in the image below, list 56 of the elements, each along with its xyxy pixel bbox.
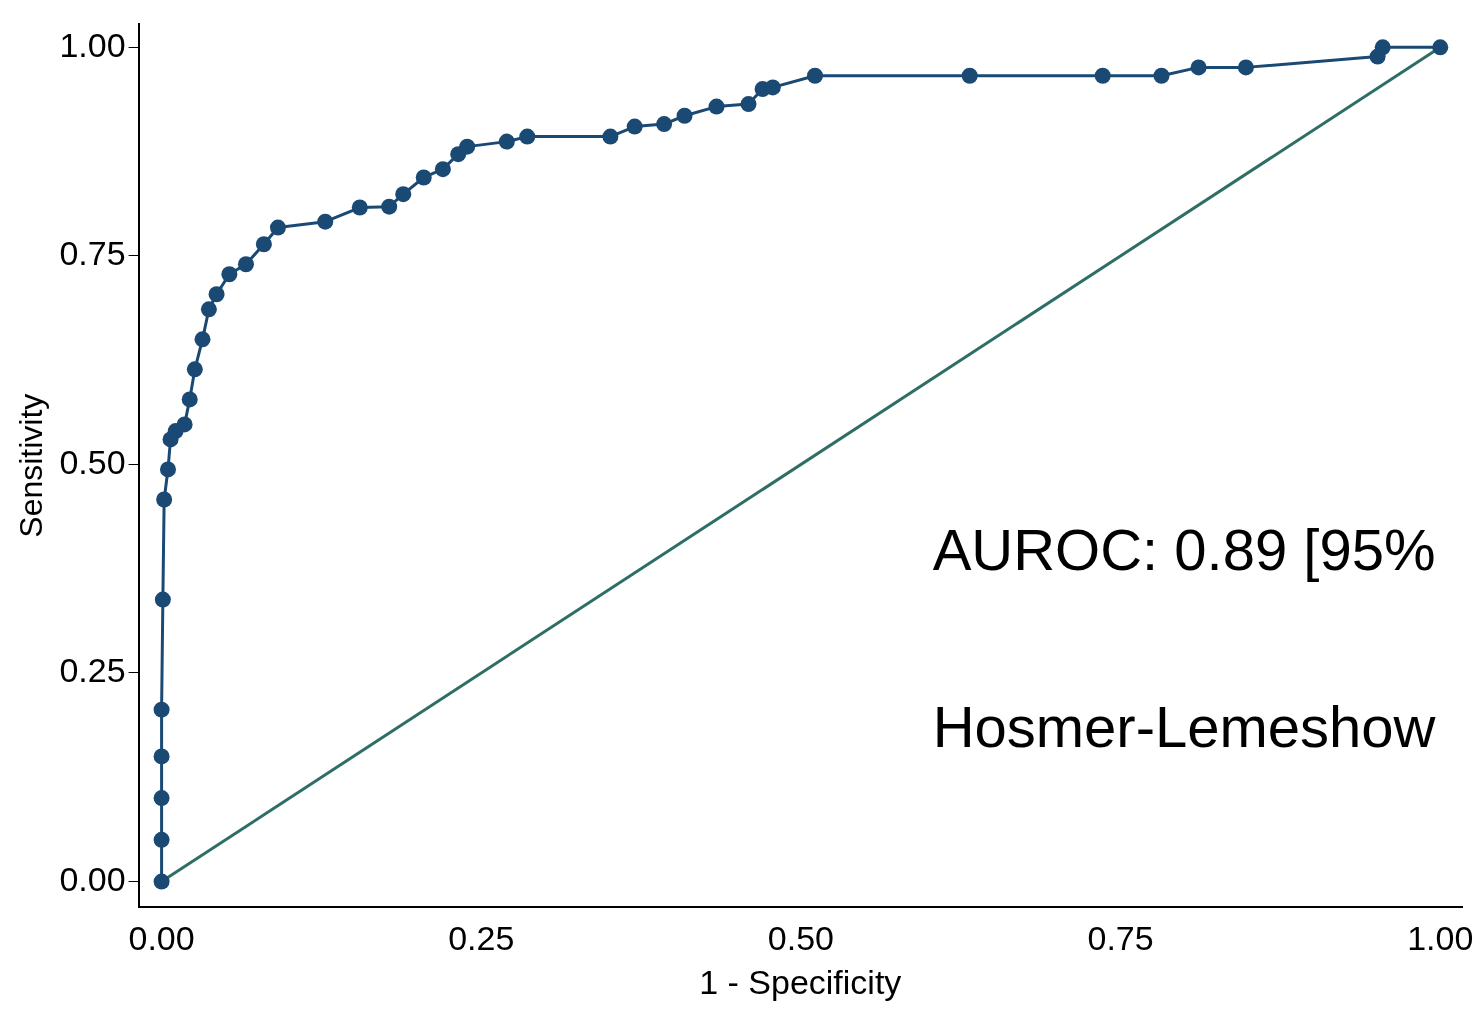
point xyxy=(208,286,225,303)
point xyxy=(221,266,238,283)
point xyxy=(159,461,176,478)
point xyxy=(237,256,254,273)
point xyxy=(153,831,170,848)
point xyxy=(519,128,536,145)
x-tick-label: 0.50 xyxy=(767,919,835,958)
point xyxy=(153,790,170,807)
point xyxy=(676,107,693,124)
point xyxy=(351,199,368,216)
point xyxy=(154,591,171,608)
point xyxy=(1153,67,1170,84)
x-tick-label: 0.00 xyxy=(128,919,195,958)
point xyxy=(156,491,173,508)
point xyxy=(395,186,412,203)
point xyxy=(153,748,170,765)
y-tick-label: 1.00 xyxy=(59,25,126,64)
y-axis-title: Sensitivity xyxy=(13,393,50,538)
point xyxy=(1432,39,1449,56)
point xyxy=(459,138,476,155)
point xyxy=(194,331,211,348)
x-tick-label: 0.25 xyxy=(448,919,515,958)
point xyxy=(269,219,286,236)
point xyxy=(961,67,978,84)
x-tick-label: 0.75 xyxy=(1087,919,1154,958)
point xyxy=(181,391,198,408)
annotation: Hosmer-Lemeshow xyxy=(932,693,1437,759)
point xyxy=(153,701,170,718)
point xyxy=(176,416,193,433)
point xyxy=(153,873,170,890)
point xyxy=(656,116,673,133)
y-tick-label: 0.50 xyxy=(59,442,126,481)
point xyxy=(317,213,334,230)
y-tick-label: 0.75 xyxy=(59,234,126,273)
point xyxy=(1190,59,1207,76)
point xyxy=(381,198,398,215)
point xyxy=(806,67,823,84)
point xyxy=(1094,67,1111,84)
point xyxy=(1374,39,1391,56)
point xyxy=(434,161,451,178)
point xyxy=(498,133,515,150)
point xyxy=(200,301,217,318)
point xyxy=(415,169,432,186)
point xyxy=(602,128,619,145)
point xyxy=(255,236,272,253)
x-tick-label: 1.00 xyxy=(1407,919,1474,958)
point xyxy=(740,96,757,113)
point xyxy=(1237,59,1254,76)
point xyxy=(186,361,203,378)
point xyxy=(708,98,725,115)
point xyxy=(626,118,643,135)
annotation: AUROC: 0.89 [95% xyxy=(932,517,1436,583)
point xyxy=(764,79,781,96)
y-tick-label: 0.00 xyxy=(59,859,126,898)
x-axis-title: 1 - Specificity xyxy=(699,962,902,1001)
y-tick-label: 0.25 xyxy=(59,651,126,690)
